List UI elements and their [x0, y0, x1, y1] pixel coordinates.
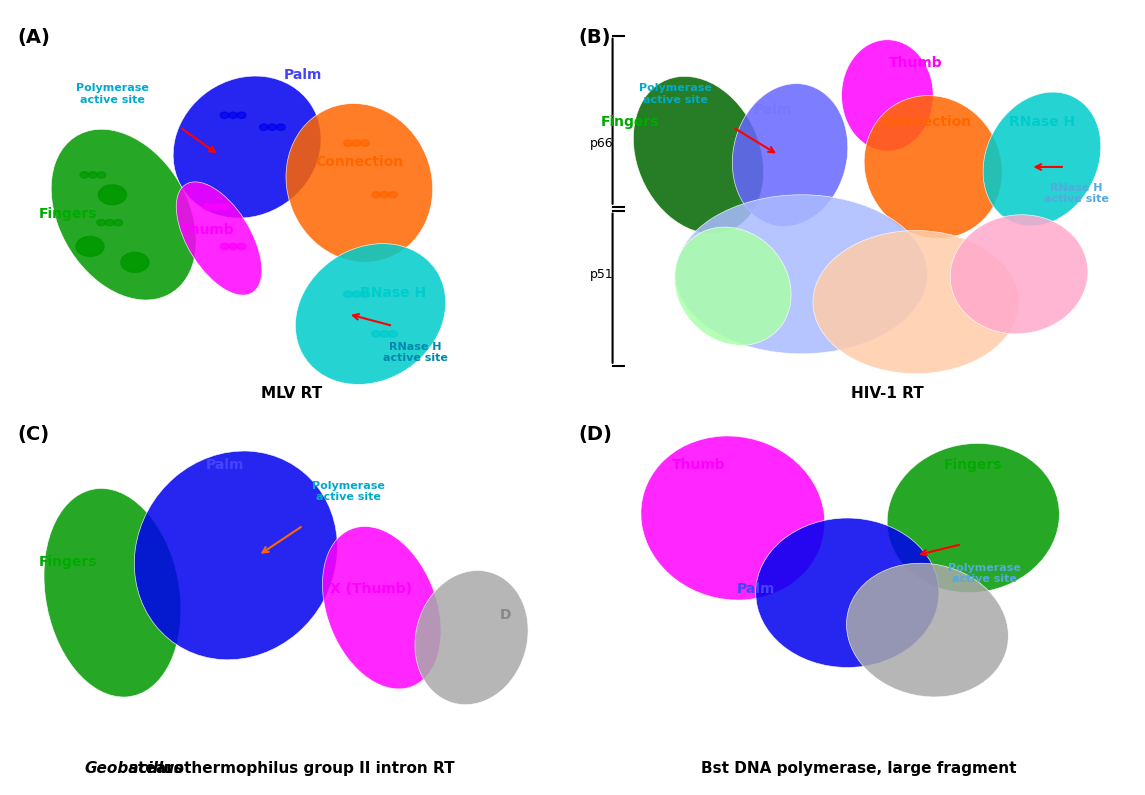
Text: Thumb: Thumb — [181, 223, 235, 237]
Ellipse shape — [676, 195, 927, 354]
Text: Polymerase
active site: Polymerase active site — [311, 481, 385, 502]
Text: Thumb: Thumb — [890, 56, 942, 70]
Ellipse shape — [674, 227, 791, 345]
Circle shape — [88, 172, 97, 178]
Ellipse shape — [414, 571, 528, 704]
Text: Polymerase
active site: Polymerase active site — [76, 83, 149, 105]
Text: Geobacillus: Geobacillus — [85, 761, 183, 776]
Text: Fingers: Fingers — [38, 556, 97, 569]
Text: p51: p51 — [590, 268, 614, 281]
Circle shape — [96, 172, 105, 178]
Text: Thumb: Thumb — [672, 458, 725, 472]
Text: Fingers: Fingers — [600, 115, 660, 130]
Text: RNase H: RNase H — [1009, 115, 1075, 130]
Circle shape — [105, 219, 115, 226]
Circle shape — [344, 140, 353, 146]
Ellipse shape — [295, 243, 445, 385]
Ellipse shape — [887, 444, 1059, 592]
Ellipse shape — [633, 76, 764, 234]
Text: Connection: Connection — [315, 155, 403, 169]
Text: Fingers: Fingers — [943, 458, 1003, 472]
Circle shape — [237, 112, 246, 118]
Circle shape — [380, 192, 389, 198]
Circle shape — [237, 243, 246, 250]
Circle shape — [220, 112, 229, 118]
Circle shape — [96, 219, 105, 226]
Circle shape — [388, 331, 397, 337]
Ellipse shape — [813, 231, 1019, 374]
Circle shape — [260, 124, 268, 130]
Text: Palm: Palm — [736, 582, 775, 595]
Text: Fingers: Fingers — [38, 207, 97, 221]
Ellipse shape — [173, 76, 321, 218]
Ellipse shape — [984, 92, 1100, 226]
Text: Palm: Palm — [284, 68, 323, 82]
Circle shape — [372, 192, 380, 198]
Circle shape — [361, 140, 370, 146]
Ellipse shape — [756, 518, 939, 668]
Ellipse shape — [950, 215, 1088, 334]
Text: MLV RT: MLV RT — [261, 386, 323, 401]
Circle shape — [113, 219, 123, 226]
Text: RNase H
active site: RNase H active site — [382, 342, 448, 363]
Ellipse shape — [323, 526, 441, 689]
Text: (C): (C) — [17, 425, 49, 444]
Ellipse shape — [134, 451, 338, 660]
Ellipse shape — [286, 103, 433, 262]
Text: Palm: Palm — [753, 103, 792, 118]
Circle shape — [229, 112, 237, 118]
Ellipse shape — [52, 130, 196, 300]
Text: Bst DNA polymerase, large fragment: Bst DNA polymerase, large fragment — [701, 761, 1017, 776]
Text: Polymerase
active site: Polymerase active site — [639, 83, 712, 105]
Circle shape — [388, 192, 397, 198]
Circle shape — [121, 253, 149, 272]
Text: D: D — [499, 607, 511, 622]
Text: (B): (B) — [578, 28, 610, 47]
Text: (D): (D) — [578, 425, 613, 444]
Text: Connection: Connection — [884, 115, 971, 130]
Text: (A): (A) — [17, 28, 50, 47]
Ellipse shape — [641, 436, 824, 600]
Text: stearothermophilus group II intron RT: stearothermophilus group II intron RT — [129, 761, 455, 776]
Circle shape — [80, 172, 89, 178]
Circle shape — [220, 243, 229, 250]
Circle shape — [229, 243, 237, 250]
Text: Palm: Palm — [205, 458, 244, 472]
Ellipse shape — [176, 182, 262, 295]
Ellipse shape — [864, 95, 1002, 238]
Text: p66: p66 — [590, 137, 614, 149]
Text: RNase H: RNase H — [360, 286, 426, 301]
Circle shape — [352, 140, 361, 146]
Circle shape — [212, 204, 221, 210]
Circle shape — [268, 124, 277, 130]
Circle shape — [204, 204, 212, 210]
Circle shape — [220, 204, 229, 210]
Ellipse shape — [733, 83, 847, 227]
Ellipse shape — [44, 488, 181, 697]
Circle shape — [344, 291, 353, 297]
Ellipse shape — [846, 564, 1009, 697]
Circle shape — [372, 331, 380, 337]
Circle shape — [98, 185, 126, 205]
Ellipse shape — [842, 40, 933, 151]
Text: Polymerase
active site: Polymerase active site — [948, 563, 1021, 584]
Circle shape — [380, 331, 389, 337]
Text: HIV-1 RT: HIV-1 RT — [851, 386, 924, 401]
Circle shape — [76, 237, 104, 257]
Text: X (Thumb): X (Thumb) — [330, 582, 411, 595]
Circle shape — [361, 291, 370, 297]
Text: RNase H
active site: RNase H active site — [1044, 183, 1108, 204]
Circle shape — [352, 291, 361, 297]
Circle shape — [276, 124, 285, 130]
